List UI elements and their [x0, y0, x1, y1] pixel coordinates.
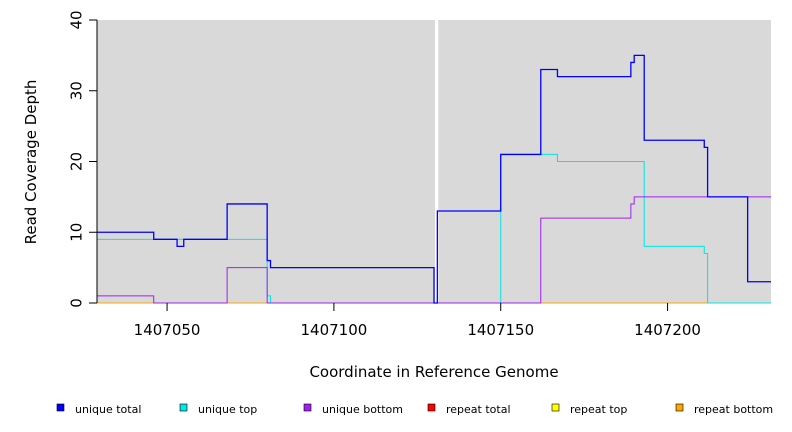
- legend-item: unique top: [179, 403, 257, 416]
- legend-swatch: [303, 403, 312, 412]
- plot-background: [97, 20, 771, 303]
- legend-label: repeat bottom: [694, 403, 773, 416]
- axes-layer: 0 10 20 30 40 1407050 1407100 1407150 1407200: [67, 10, 701, 339]
- x-tick-label: 1407150: [467, 321, 534, 339]
- y-tick-label: 40: [67, 10, 85, 29]
- legend-item: repeat total: [427, 403, 511, 416]
- legend-label: unique bottom: [322, 403, 403, 416]
- legend-label: repeat total: [446, 403, 511, 416]
- legend-swatch: [427, 403, 436, 412]
- legend-swatch: [675, 403, 684, 412]
- series-line-unique-bottom: [97, 196, 771, 304]
- legend-item: unique total: [56, 403, 141, 416]
- y-tick-label: 10: [67, 223, 85, 242]
- legend-label: repeat top: [570, 403, 627, 416]
- legend-swatch: [179, 403, 188, 412]
- legend-item: repeat top: [551, 403, 627, 416]
- legend-item: unique bottom: [303, 403, 403, 416]
- y-tick-label: 30: [67, 81, 85, 100]
- legend-label: unique total: [75, 403, 141, 416]
- legend-swatch: [56, 403, 65, 412]
- y-axis-title: Read Coverage Depth: [22, 80, 40, 245]
- y-tick-label: 20: [67, 152, 85, 171]
- legend: unique total unique top unique bottom repea…: [56, 403, 773, 416]
- y-tick-label: 0: [67, 298, 85, 308]
- series-layer: [97, 54, 771, 304]
- legend-item: repeat bottom: [675, 403, 773, 416]
- x-tick-label: 1407100: [300, 321, 367, 339]
- plot-panel-left: [97, 20, 435, 303]
- x-axis-title: Coordinate in Reference Genome: [309, 363, 558, 381]
- legend-label: unique top: [198, 403, 257, 416]
- series-line-unique-total: [97, 54, 771, 304]
- legend-swatch: [551, 403, 560, 412]
- x-tick-label: 1407200: [634, 321, 701, 339]
- x-tick-label: 1407050: [134, 321, 201, 339]
